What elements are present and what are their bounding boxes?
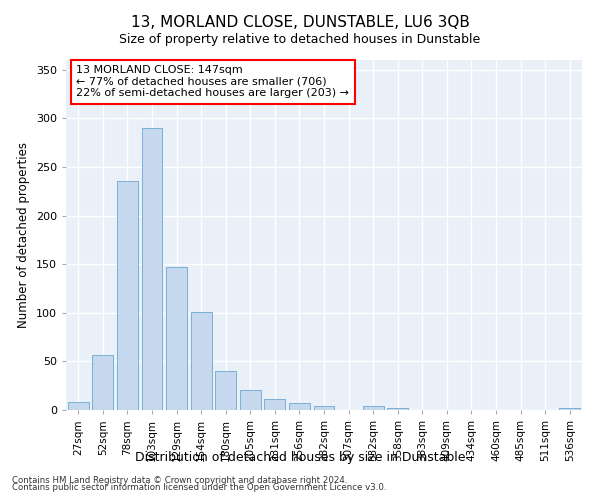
Y-axis label: Number of detached properties: Number of detached properties xyxy=(17,142,30,328)
Text: Distribution of detached houses by size in Dunstable: Distribution of detached houses by size … xyxy=(135,451,465,464)
Bar xyxy=(387,408,408,410)
Bar xyxy=(117,180,138,410)
Bar xyxy=(166,267,187,410)
Bar xyxy=(559,408,580,410)
Text: Size of property relative to detached houses in Dunstable: Size of property relative to detached ho… xyxy=(119,32,481,46)
Bar xyxy=(265,400,286,410)
Bar xyxy=(191,312,212,410)
Text: 13 MORLAND CLOSE: 147sqm
← 77% of detached houses are smaller (706)
22% of semi-: 13 MORLAND CLOSE: 147sqm ← 77% of detach… xyxy=(76,66,349,98)
Bar xyxy=(289,403,310,410)
Bar xyxy=(142,128,163,410)
Bar xyxy=(362,406,383,410)
Bar xyxy=(314,406,334,410)
Bar xyxy=(240,390,261,410)
Bar xyxy=(92,354,113,410)
Bar xyxy=(215,371,236,410)
Text: 13, MORLAND CLOSE, DUNSTABLE, LU6 3QB: 13, MORLAND CLOSE, DUNSTABLE, LU6 3QB xyxy=(131,15,469,30)
Text: Contains public sector information licensed under the Open Government Licence v3: Contains public sector information licen… xyxy=(12,484,386,492)
Bar xyxy=(68,402,89,410)
Text: Contains HM Land Registry data © Crown copyright and database right 2024.: Contains HM Land Registry data © Crown c… xyxy=(12,476,347,485)
